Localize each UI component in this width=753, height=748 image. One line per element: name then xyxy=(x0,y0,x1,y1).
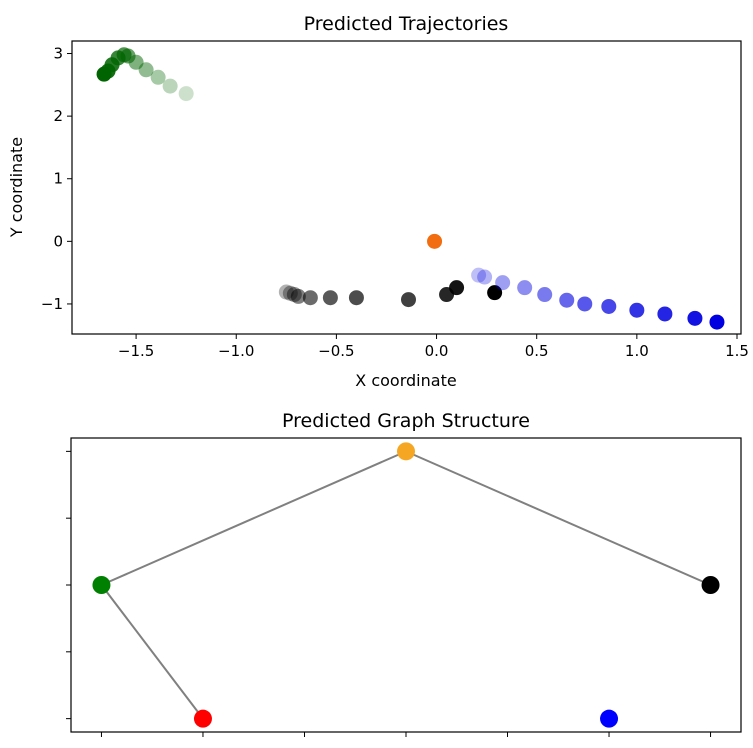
graph-node-red xyxy=(193,709,212,728)
trajectory-point xyxy=(687,310,703,326)
trajectory-point xyxy=(487,285,503,301)
trajectory-point xyxy=(517,280,533,296)
trajectories-title: Predicted Trajectories xyxy=(304,13,509,35)
trajectory-point xyxy=(401,292,417,308)
trajectories-x-ticks: −1.5 −1.0 −0.5 0.0 0.5 1.0 1.5 xyxy=(118,334,749,360)
graph-node-orange xyxy=(397,442,415,461)
trajectories-panel: Predicted Trajectories −1.5 −1.0 −0.5 0.0 0.… xyxy=(7,13,749,390)
trajectory-point xyxy=(348,290,364,306)
trajectory-point xyxy=(278,284,294,300)
trajectory-point xyxy=(471,267,487,283)
y-tick-label: 0 xyxy=(53,232,63,250)
trajectory-point xyxy=(629,302,645,318)
graph-node-blue xyxy=(600,709,619,728)
x-tick-label: 0.5 xyxy=(525,342,549,360)
trajectory-point xyxy=(601,298,617,314)
trajectory-point xyxy=(537,287,553,303)
graph-panel: Predicted Graph Structure xyxy=(66,410,742,737)
trajectory-point xyxy=(150,69,166,85)
graph-edge xyxy=(100,584,204,720)
trajectory-point xyxy=(322,290,338,306)
trajectory-point xyxy=(495,275,511,291)
y-tick-label: 2 xyxy=(53,107,63,125)
trajectory-point xyxy=(477,269,493,285)
x-tick-label: 0.0 xyxy=(425,342,449,360)
graph-edge xyxy=(101,450,407,586)
trajectory-point xyxy=(96,66,112,82)
graph-node-black xyxy=(701,576,720,594)
trajectory-point xyxy=(559,292,575,308)
x-tick-label: 1.5 xyxy=(725,342,749,360)
trajectory-point xyxy=(302,290,318,306)
graph-title: Predicted Graph Structure xyxy=(282,410,530,432)
trajectory-point xyxy=(577,296,593,312)
trajectory-point xyxy=(290,288,306,304)
trajectories-y-ticks: −1 0 1 2 3 xyxy=(41,45,72,313)
trajectory-point xyxy=(178,86,194,102)
graph-edge xyxy=(405,450,711,586)
graph-x-ticks xyxy=(100,732,712,737)
graph-edges xyxy=(100,450,711,720)
trajectory-point xyxy=(162,78,178,94)
graph-plot-frame xyxy=(70,437,742,733)
trajectory-point xyxy=(709,314,725,330)
trajectory-point xyxy=(449,280,465,296)
x-tick-label: −1.5 xyxy=(118,342,154,360)
trajectory-point xyxy=(427,233,443,249)
x-axis-label: X coordinate xyxy=(355,371,456,390)
graph-y-ticks xyxy=(66,450,71,720)
y-tick-label: 3 xyxy=(53,45,63,63)
y-tick-label: −1 xyxy=(41,295,63,313)
graph-node-green xyxy=(92,576,111,594)
x-tick-label: −1.0 xyxy=(218,342,254,360)
graph-nodes xyxy=(92,442,720,728)
trajectories-plot-frame xyxy=(71,40,742,335)
y-axis-label: Y coordinate xyxy=(7,137,26,238)
x-tick-label: 1.0 xyxy=(625,342,649,360)
y-tick-label: 1 xyxy=(53,170,63,188)
x-tick-label: −0.5 xyxy=(318,342,354,360)
trajectory-point xyxy=(657,306,673,322)
trajectory-points xyxy=(96,47,725,330)
